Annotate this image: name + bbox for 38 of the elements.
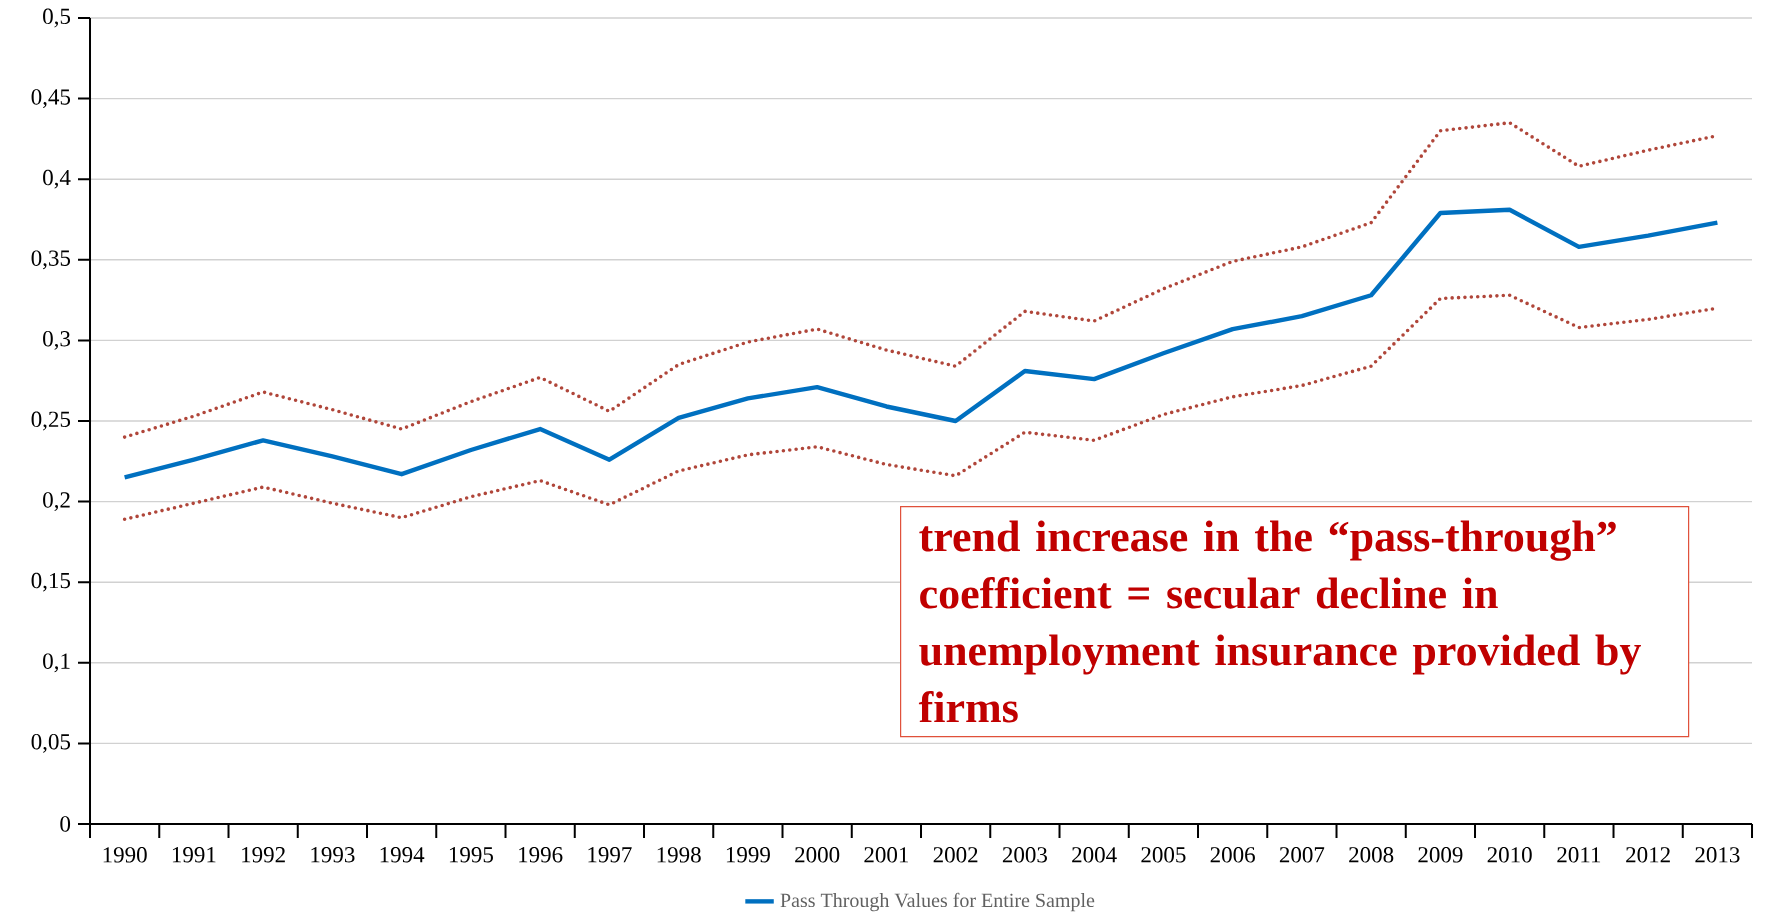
x-tick-label: 1994: [380, 847, 425, 863]
y-tick-label: 0,2: [43, 492, 70, 512]
x-tick-label: 2013: [1695, 847, 1740, 863]
x-tick-label: 1996: [519, 847, 563, 863]
x-tick-label: 2008: [1349, 847, 1394, 863]
y-tick-label: 0,1: [43, 653, 70, 673]
y-tick-label: 0,25: [31, 411, 71, 431]
x-tick-label: 2000: [795, 847, 840, 863]
y-tick-label: 0,4: [43, 169, 71, 189]
x-tick-label: 2005: [1141, 847, 1186, 863]
x-tick-label: 1991: [172, 847, 216, 863]
x-tick-label: 2011: [1557, 847, 1601, 863]
y-tick-label: 0,5: [43, 8, 71, 28]
y-tick-label: 0,05: [31, 733, 71, 753]
annotation: trend increase in the “pass-through” coefficient = secular decline in unemployment insurance provided by firms: [918, 520, 1641, 723]
y-tick-label: 0: [60, 816, 71, 832]
x-tick-label: 2012: [1626, 847, 1670, 863]
x-tick-label: 2001: [864, 847, 908, 863]
y-tick-label: 0,35: [31, 250, 71, 270]
x-tick-label: 1992: [242, 847, 285, 863]
legend-label: Pass Through Values for Entire Sample: [780, 892, 1095, 912]
line-series: [122, 207, 1720, 480]
x-tick-label: 2007: [1279, 847, 1325, 863]
x-tick-label: 1999: [726, 847, 770, 863]
x-tick-label: 1998: [657, 847, 701, 863]
x-tick-label: 2009: [1418, 847, 1463, 863]
y-tick-label: 0,15: [31, 572, 71, 592]
x-tick-label: 2010: [1487, 847, 1532, 863]
y-tick-label: 0,3: [43, 330, 71, 350]
x-tick-label: 2006: [1210, 847, 1255, 863]
x-tick-label: 1990: [103, 847, 147, 863]
x-tick-label: 1997: [588, 847, 632, 863]
y-tick-label: 0,45: [31, 89, 71, 109]
x-tick-label: 2004: [1072, 847, 1117, 863]
x-tick-label: 2003: [1002, 847, 1047, 863]
x-tick-label: 2002: [933, 847, 978, 863]
x-tick-label: 1993: [311, 847, 355, 863]
x-tick-label: 1995: [449, 847, 493, 863]
